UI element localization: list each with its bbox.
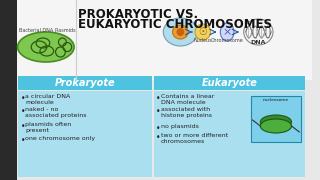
Text: •: •: [20, 136, 25, 145]
Text: •: •: [156, 133, 161, 142]
Text: EUKARYOTIC CHROMOSOMES: EUKARYOTIC CHROMOSOMES: [78, 18, 272, 31]
Bar: [18, 76, 152, 90]
Text: nucleosome: nucleosome: [263, 98, 289, 102]
Text: Bacterial DNA: Bacterial DNA: [19, 28, 53, 33]
Text: •: •: [20, 122, 25, 131]
Text: •: •: [20, 94, 25, 103]
Bar: [17, 0, 312, 80]
Text: two or more different
chromosomes: two or more different chromosomes: [161, 133, 228, 144]
Text: ☉: ☉: [198, 27, 207, 37]
Text: ×: ×: [222, 27, 232, 37]
Bar: [251, 96, 301, 142]
Text: Plasmids: Plasmids: [54, 28, 76, 33]
Text: Chromosome: Chromosome: [211, 38, 244, 43]
Text: PROKARYOTIC VS.: PROKARYOTIC VS.: [78, 8, 198, 21]
Ellipse shape: [163, 18, 197, 46]
Text: •: •: [156, 124, 161, 133]
Bar: [18, 91, 152, 177]
Text: a circular DNA
molecule: a circular DNA molecule: [25, 94, 71, 105]
Text: DNA: DNA: [251, 40, 266, 45]
Circle shape: [195, 24, 211, 40]
Circle shape: [176, 28, 184, 36]
Text: Contains a linear
DNA molecule: Contains a linear DNA molecule: [161, 94, 214, 105]
Ellipse shape: [172, 25, 188, 39]
Ellipse shape: [260, 119, 292, 133]
Text: associated with
histone proteins: associated with histone proteins: [161, 107, 212, 118]
Text: •: •: [20, 107, 25, 116]
Text: •: •: [156, 107, 161, 116]
Ellipse shape: [18, 32, 74, 62]
Bar: [154, 76, 305, 90]
Text: no plasmids: no plasmids: [161, 124, 199, 129]
Bar: [154, 91, 305, 177]
Text: Eukaryote: Eukaryote: [202, 78, 258, 88]
Ellipse shape: [220, 23, 234, 41]
Text: Prokaryote: Prokaryote: [54, 78, 115, 88]
Bar: [0, 0, 17, 180]
Ellipse shape: [260, 115, 292, 129]
Text: Nudeus: Nudeus: [194, 38, 212, 43]
Text: •: •: [156, 94, 161, 103]
Text: naked - no
associated proteins: naked - no associated proteins: [25, 107, 87, 118]
Text: plasmids often
present: plasmids often present: [25, 122, 72, 133]
Text: one chromosome only: one chromosome only: [25, 136, 95, 141]
